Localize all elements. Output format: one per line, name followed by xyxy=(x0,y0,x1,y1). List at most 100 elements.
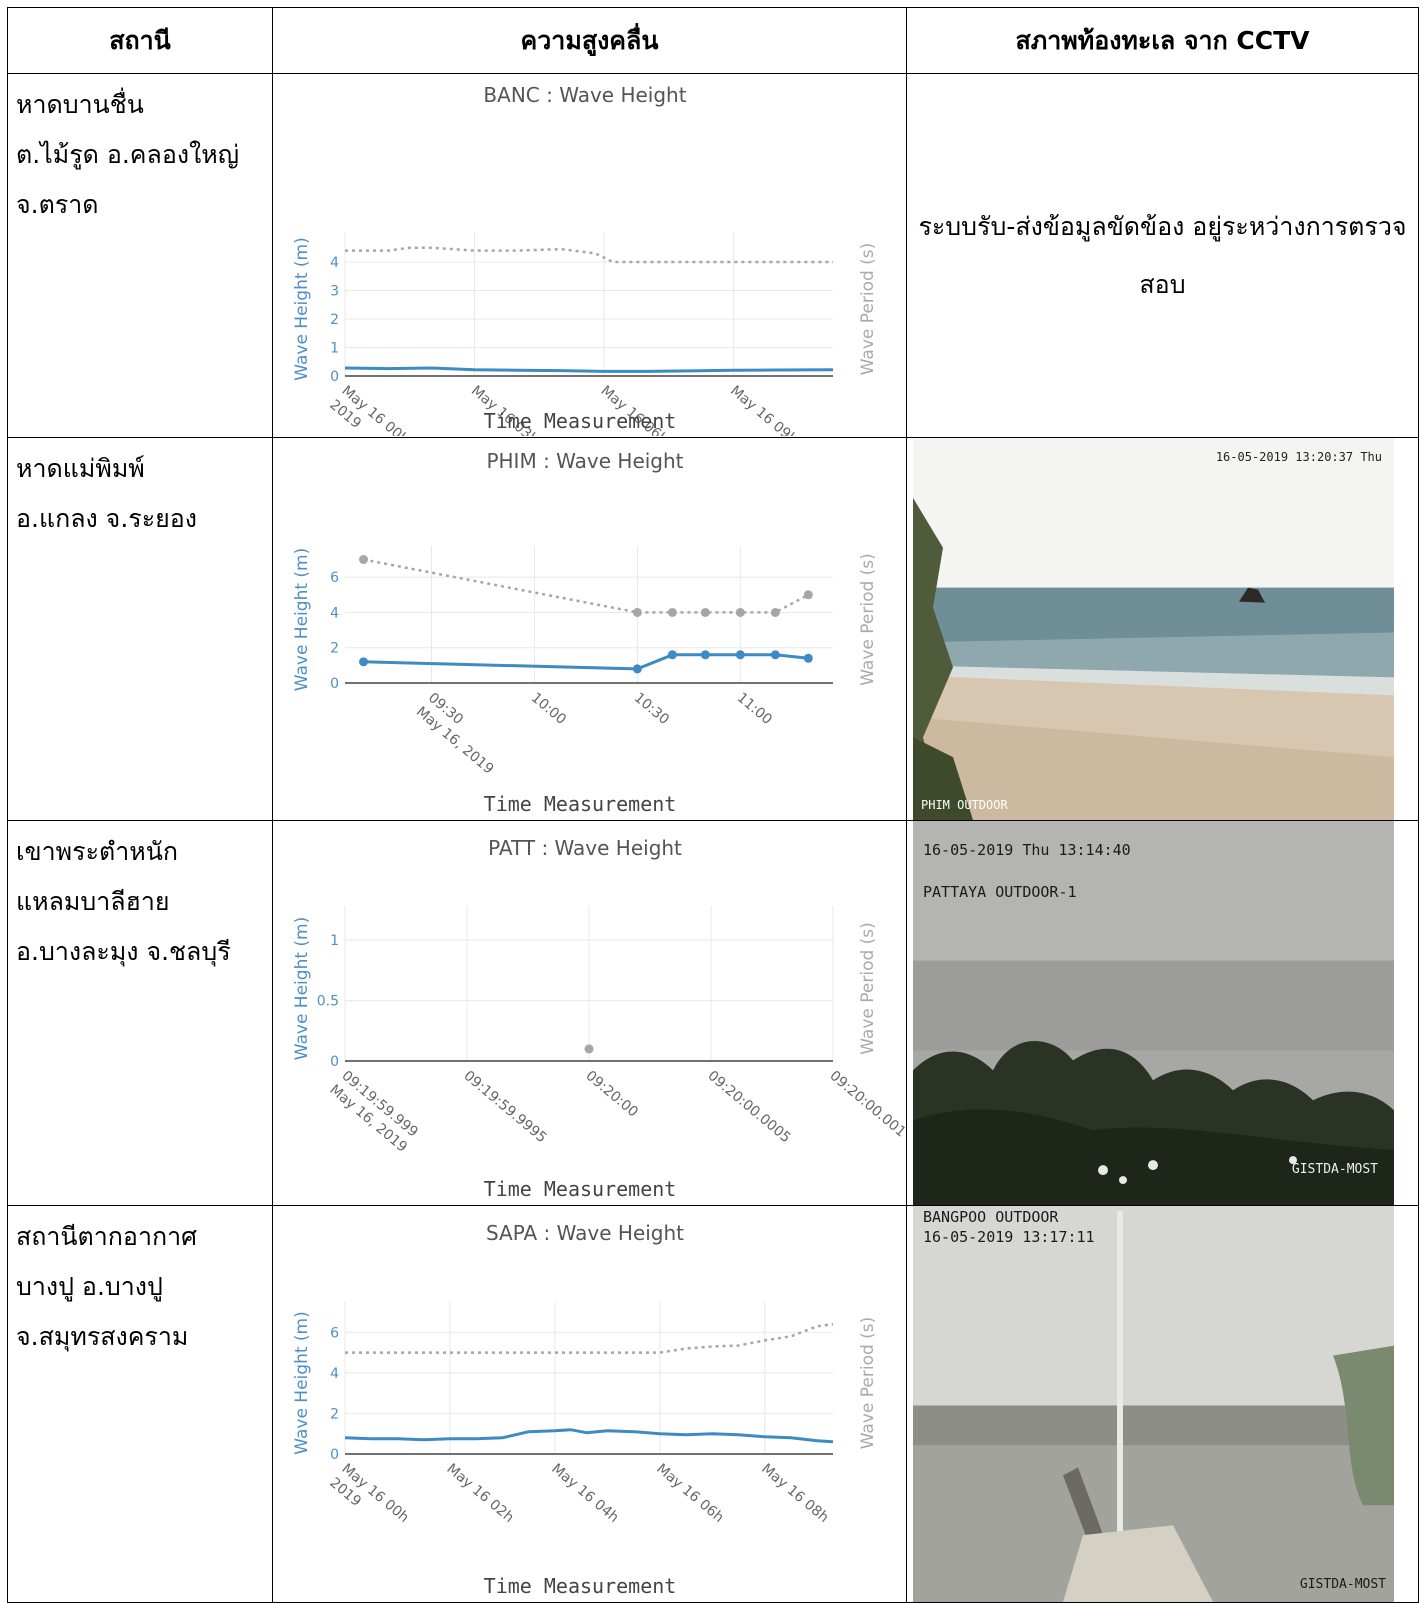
period-data-point xyxy=(584,1044,594,1054)
x-tick-label: 09:20:00 xyxy=(582,1068,640,1121)
wave-height-data-point xyxy=(803,653,813,663)
coast-scene-image xyxy=(913,821,1394,1205)
wave-height-data-point xyxy=(359,657,369,667)
x-tick-label: May 16 06h xyxy=(653,1461,726,1526)
station-row-banc: หาดบานชื่น ต.ไม้รูด อ.คลองใหญ่ จ.ตราด BA… xyxy=(7,73,1419,438)
y-tick-label: 3 xyxy=(330,283,339,299)
x-axis-title: Time Measurement xyxy=(484,792,677,816)
wave-height-data-point xyxy=(770,650,780,660)
station-row-sapa: สถานีตากอากาศ บางปู อ.บางปู จ.สมุทรสงครา… xyxy=(7,1205,1419,1603)
wave-chart-cell: PATT : Wave Height 0 0.5 1 09:19:59.999 May 1… xyxy=(272,820,907,1206)
chart-title: PHIM : Wave Height xyxy=(486,449,683,473)
cctv-timestamp: 16-05-2019 13:20:37 Thu xyxy=(1215,450,1382,464)
period-series-line xyxy=(345,1322,834,1354)
wave-height-data-point xyxy=(735,650,745,660)
y2-axis-title: Wave Period (s) xyxy=(858,1317,878,1450)
station-name: สถานีตากอากาศ บางปู อ.บางปู จ.สมุทรสงครา… xyxy=(7,1205,273,1603)
x-tick-label: 11:00 xyxy=(734,690,775,728)
x-tick-label: 10:00 xyxy=(528,690,569,728)
station-line: หาดบานชื่น xyxy=(16,90,144,119)
cctv-image-patt: 16-05-2019 Thu 13:14:40 PATTAYA OUTDOOR-… xyxy=(913,821,1394,1205)
y2-axis-title: Wave Period (s) xyxy=(858,553,878,686)
y-tick-label: 2 xyxy=(330,1406,339,1422)
x-tick-label: May 16 02h xyxy=(443,1461,516,1526)
cctv-image-sapa: BANGPOO OUTDOOR 16-05-2019 13:17:11 GIST… xyxy=(913,1206,1394,1602)
station-line: ต.ไม้รูด อ.คลองใหญ่ xyxy=(16,140,240,169)
x-axis-title: Time Measurement xyxy=(484,1177,677,1201)
station-row-phim: หาดแม่พิมพ์ อ.แกลง จ.ระยอง PHIM : Wave H… xyxy=(7,437,1419,821)
header-row: สถานี ความสูงคลื่น สภาพท้องทะเล จาก CCTV xyxy=(7,7,1419,74)
station-line: เขาพระตำหนัก xyxy=(16,837,178,866)
period-data-point xyxy=(735,607,745,617)
wave-chart-cell: BANC : Wave Height 0 1 2 3 4 May 16 00h 2019 May… xyxy=(272,73,907,438)
y-tick-label: 2 xyxy=(330,641,339,657)
chart-title: BANC : Wave Height xyxy=(483,83,686,107)
y-tick-label: 2 xyxy=(330,312,339,328)
mangrove-scene-image xyxy=(913,1206,1394,1602)
x-tick-label: 09:19:59.9995 xyxy=(460,1068,549,1146)
x-tick-label: May 16 09h xyxy=(727,383,800,436)
y-axis-title: Wave Height (m) xyxy=(292,548,312,692)
station-line: จ.ตราด xyxy=(16,190,99,219)
header-station: สถานี xyxy=(7,7,273,74)
header-wave-height: ความสูงคลื่น xyxy=(272,7,907,74)
beach-scene-image xyxy=(913,438,1394,820)
station-name: เขาพระตำหนัก แหลมบาลีฮาย อ.บางละมุง จ.ชล… xyxy=(7,820,273,1206)
station-line: บางปู อ.บางปู xyxy=(16,1272,163,1301)
y-tick-label: 4 xyxy=(330,1366,339,1382)
station-line: อ.แกลง จ.ระยอง xyxy=(16,504,198,533)
period-data-point xyxy=(632,607,642,617)
y-tick-label: 4 xyxy=(330,255,339,271)
x-tick-label: May 16 04h xyxy=(548,1461,621,1526)
period-series-line xyxy=(363,558,809,614)
y-tick-label: 1 xyxy=(330,933,339,949)
period-data-point xyxy=(359,555,369,565)
station-line: สถานีตากอากาศ xyxy=(16,1222,198,1251)
x-tick-label: 09:20:00.0005 xyxy=(704,1068,793,1146)
cctv-camera-label: PHIM OUTDOOR xyxy=(921,798,1008,812)
station-line: แหลมบาลีฮาย xyxy=(16,887,170,916)
station-row-patt: เขาพระตำหนัก แหลมบาลีฮาย อ.บางละมุง จ.ชล… xyxy=(7,820,1419,1206)
x-tick-label: 10:30 xyxy=(631,690,672,728)
cctv-watermark: GISTDA-MOST xyxy=(1291,1162,1378,1177)
y-axis-title: Wave Height (m) xyxy=(292,917,312,1061)
cctv-cell: 16-05-2019 13:20:37 Thu PHIM OUTDOOR xyxy=(906,437,1419,821)
y2-axis-title: Wave Period (s) xyxy=(858,243,878,376)
period-data-point xyxy=(803,590,813,600)
y2-axis-title: Wave Period (s) xyxy=(858,922,878,1055)
chart-title: PATT : Wave Height xyxy=(488,836,682,860)
y-tick-label: 1 xyxy=(330,340,339,356)
cctv-cell: BANGPOO OUTDOOR 16-05-2019 13:17:11 GIST… xyxy=(906,1205,1419,1603)
y-tick-label: 6 xyxy=(330,570,339,586)
station-line: จ.สมุทรสงคราม xyxy=(16,1322,189,1351)
y-axis-title: Wave Height (m) xyxy=(292,1311,312,1455)
x-axis-title: Time Measurement xyxy=(484,409,677,433)
chart-title: SAPA : Wave Height xyxy=(486,1221,684,1245)
cctv-camera-label: PATTAYA OUTDOOR-1 xyxy=(923,883,1077,901)
cctv-camera-label: BANGPOO OUTDOOR xyxy=(923,1208,1059,1226)
wave-chart-cell: SAPA : Wave Height 0 2 4 6 May 16 00h 2019 May … xyxy=(272,1205,907,1603)
x-tick-label: May 16 08h xyxy=(758,1461,831,1526)
cctv-watermark: GISTDA-MOST xyxy=(1299,1577,1386,1592)
period-series-line xyxy=(345,246,833,264)
cctv-image-phim: 16-05-2019 13:20:37 Thu PHIM OUTDOOR xyxy=(913,438,1394,820)
y-tick-label: 0 xyxy=(330,1054,339,1070)
y-tick-label: 0 xyxy=(330,1447,339,1463)
x-axis-title: Time Measurement xyxy=(484,1574,677,1598)
cctv-cell: 16-05-2019 Thu 13:14:40 PATTAYA OUTDOOR-… xyxy=(906,820,1419,1206)
wave-height-series-line xyxy=(344,1428,834,1444)
y-tick-label: 0 xyxy=(330,676,339,692)
cctv-timestamp: 16-05-2019 13:17:11 xyxy=(923,1228,1095,1246)
y-tick-label: 0.5 xyxy=(317,994,339,1010)
cctv-timestamp: 16-05-2019 Thu 13:14:40 xyxy=(923,841,1131,859)
x-tick-label: 09:20:00.001 xyxy=(826,1068,907,1141)
period-data-point xyxy=(667,607,677,617)
station-table: สถานี ความสูงคลื่น สภาพท้องทะเล จาก CCTV… xyxy=(7,7,1419,1603)
wave-chart-cell: PHIM : Wave Height 0 2 4 6 09:30 May 16, 2019 1… xyxy=(272,437,907,821)
wave-height-series-line xyxy=(344,366,834,373)
wave-height-data-point xyxy=(700,650,710,660)
header-cctv: สภาพท้องทะเล จาก CCTV xyxy=(906,7,1419,74)
